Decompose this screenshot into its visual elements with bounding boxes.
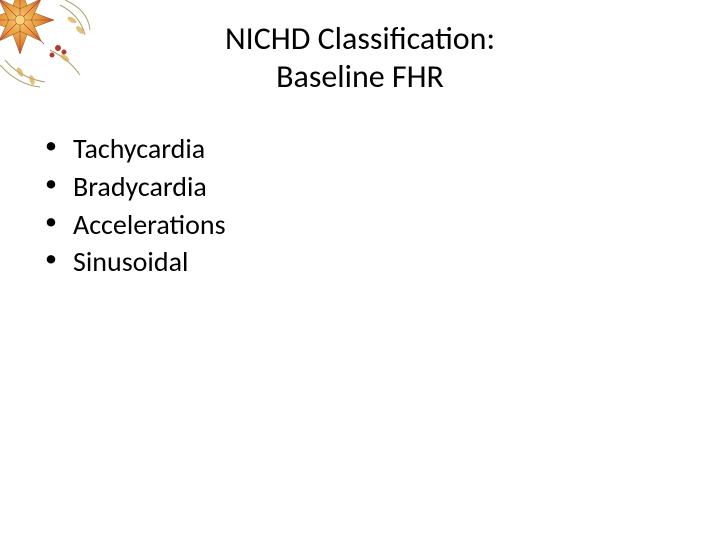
bullet-text: Accelerations [73, 207, 226, 242]
slide-title: NICHD Classification: Baseline FHR [0, 20, 720, 97]
bullet-list: Tachycardia Bradycardia Accelerations Si… [45, 130, 226, 281]
list-item: Sinusoidal [45, 243, 226, 281]
bullet-text: Tachycardia [73, 131, 205, 166]
list-item: Accelerations [45, 206, 226, 244]
bullet-text: Bradycardia [73, 169, 207, 204]
list-item: Bradycardia [45, 168, 226, 206]
bullet-text: Sinusoidal [73, 244, 188, 279]
list-item: Tachycardia [45, 130, 226, 168]
title-line-1: NICHD Classification: [0, 20, 720, 58]
title-line-2: Baseline FHR [0, 58, 720, 96]
